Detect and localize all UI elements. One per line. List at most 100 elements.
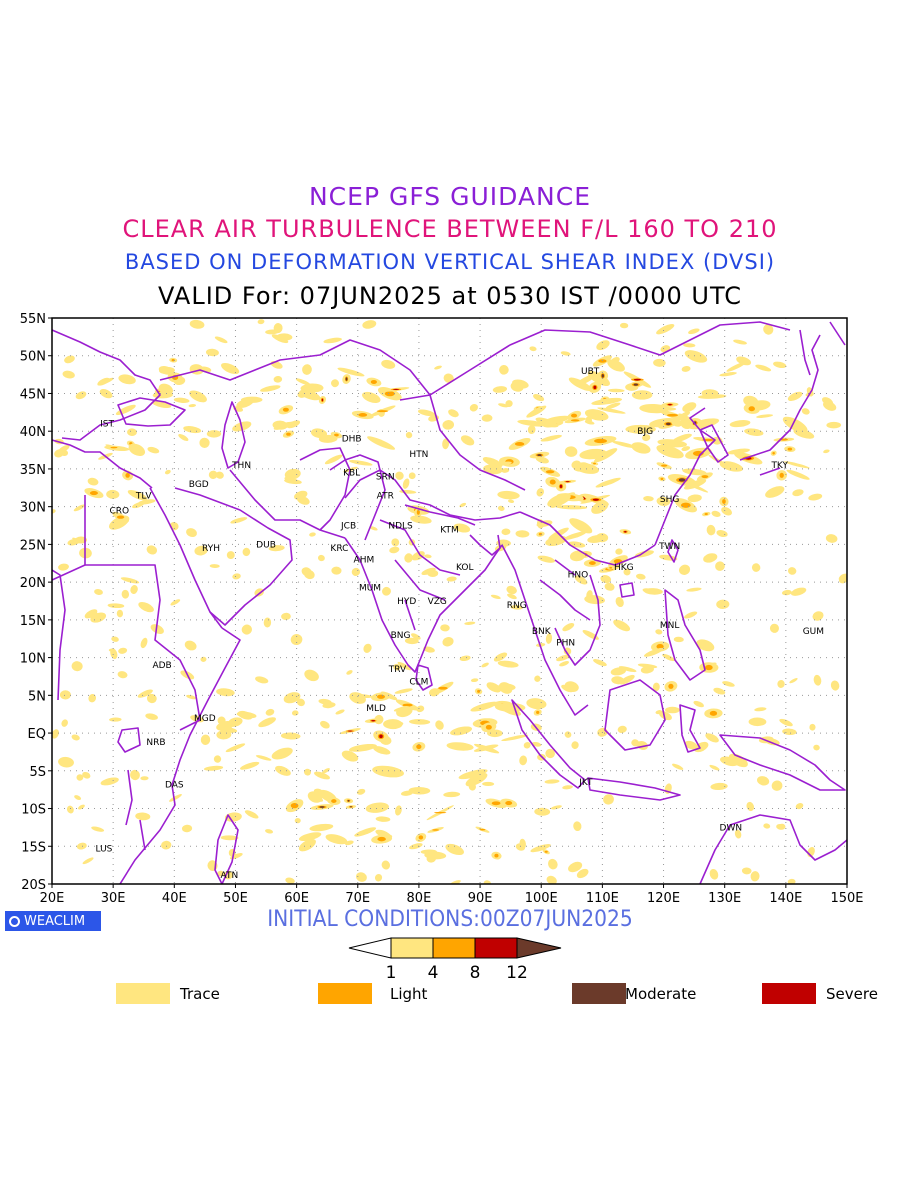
city-label-tky: TKY: [770, 461, 788, 471]
turbulence-trace-patch: [459, 655, 471, 662]
turbulence-trace-patch: [275, 765, 291, 776]
turbulence-trace-patch: [512, 379, 529, 389]
turbulence-trace-patch: [684, 350, 708, 363]
turbulence-trace-patch: [459, 502, 467, 508]
turbulence-trace-patch: [687, 494, 702, 503]
turbulence-light-patch: [282, 407, 289, 412]
legend-swatch-trace: [116, 983, 170, 1004]
turbulence-light-patch: [491, 801, 501, 806]
turbulence-trace-patch: [325, 834, 348, 845]
coast-china-east: [654, 407, 716, 546]
turbulence-trace-patch: [405, 431, 413, 439]
turbulence-trace-patch: [673, 636, 684, 643]
coast-indochina: [501, 544, 589, 716]
turbulence-trace-patch: [782, 416, 808, 433]
turbulence-trace-patch: [147, 446, 160, 454]
turbulence-trace-patch: [506, 585, 517, 595]
turbulence-trace-patch: [226, 551, 235, 560]
turbulence-trace-patch: [584, 420, 595, 425]
colorbar-tick: 8: [470, 963, 481, 983]
turbulence-trace-patch: [783, 461, 810, 469]
city-label-twn: TWN: [658, 542, 680, 552]
turbulence-trace-patch: [118, 374, 136, 385]
turbulence-trace-patch: [545, 748, 555, 759]
turbulence-trace-patch: [540, 434, 562, 442]
philippines: [664, 589, 706, 681]
turbulence-trace-patch: [130, 585, 138, 595]
turbulence-trace-patch: [356, 788, 366, 795]
turbulence-trace-patch: [404, 553, 413, 563]
city-label-mgd: MGD: [194, 714, 216, 724]
turbulence-trace-patch: [186, 694, 197, 700]
city-label-ubt: UBT: [581, 367, 600, 377]
turbulence-trace-patch: [533, 393, 545, 402]
turbulence-trace-patch: [652, 682, 660, 692]
turbulence-trace-patch: [59, 690, 71, 700]
turbulence-trace-patch: [607, 388, 625, 393]
turbulence-trace-patch: [508, 499, 515, 504]
turbulence-trace-patch: [209, 564, 220, 568]
turbulence-trace-patch: [362, 391, 381, 404]
turbulence-trace-patch: [507, 593, 517, 600]
legend-label-moderate: Moderate: [625, 985, 697, 1003]
turbulence-trace-patch: [523, 742, 531, 749]
turbulence-trace-patch: [344, 840, 354, 846]
turbulence-light-patch: [116, 515, 125, 519]
turbulence-trace-patch: [397, 661, 412, 671]
turbulence-severe-patch: [379, 734, 383, 739]
coast-mediterranean: [52, 439, 153, 489]
turbulence-trace-patch: [564, 446, 578, 457]
city-label-ktm: KTM: [440, 525, 458, 535]
turbulence-trace-patch: [655, 710, 663, 715]
turbulence-trace-patch: [88, 693, 97, 703]
turbulence-trace-patch: [569, 550, 586, 562]
city-label-mld: MLD: [366, 704, 386, 714]
turbulence-severe-patch: [347, 799, 350, 802]
turbulence-severe-patch: [593, 385, 597, 390]
turbulence-trace-patch: [395, 471, 404, 480]
turbulence-trace-patch: [118, 647, 128, 654]
turbulence-trace-patch: [230, 517, 248, 524]
turbulence-trace-patch: [283, 692, 301, 704]
lon-tick-label: 150E: [830, 891, 863, 906]
turbulence-trace-patch: [173, 397, 190, 403]
sakhalin-kamchatka: [799, 321, 846, 376]
turbulence-light-patch: [772, 451, 775, 455]
turbulence-trace-patch: [448, 409, 459, 418]
turbulence-trace-patch: [497, 490, 520, 500]
map-frame: [51, 317, 848, 885]
turbulence-trace-patch: [320, 720, 330, 729]
turbulence-trace-patch: [754, 707, 767, 712]
turbulence-trace-patch: [348, 459, 373, 466]
border-mongolia: [429, 321, 791, 396]
turbulence-trace-patch: [536, 488, 544, 497]
turbulence-trace-patch: [591, 500, 609, 514]
turbulence-trace-patch: [58, 756, 74, 768]
turbulence-trace-patch: [52, 729, 59, 739]
turbulence-trace-patch: [591, 397, 623, 406]
turbulence-trace-patch: [446, 742, 474, 751]
turbulence-light-patch: [334, 433, 339, 437]
turbulence-light-patch: [505, 801, 513, 806]
turbulence-trace-patch: [100, 777, 119, 786]
turbulence-trace-patch: [631, 442, 651, 454]
city-label-mum: MUM: [359, 583, 381, 593]
turbulence-trace-patch: [656, 444, 684, 459]
turbulence-light-patch: [594, 438, 607, 444]
turbulence-trace-patch: [373, 746, 391, 755]
turbulence-trace-patch: [813, 674, 822, 686]
turbulence-trace-patch: [200, 656, 207, 662]
turbulence-trace-patch: [189, 390, 207, 403]
city-label-ist: IST: [100, 420, 114, 430]
turbulence-trace-patch: [787, 391, 803, 402]
city-label-gum: GUM: [803, 627, 824, 637]
turbulence-trace-patch: [453, 523, 471, 533]
turbulence-trace-patch: [395, 805, 402, 816]
turbulence-trace-patch: [544, 779, 560, 784]
turbulence-trace-patch: [199, 437, 210, 448]
turbulence-trace-patch: [490, 594, 501, 600]
turbulence-trace-patch: [726, 361, 747, 372]
turbulence-trace-patch: [715, 561, 725, 571]
turbulence-trace-patch: [787, 567, 797, 575]
turbulence-trace-patch: [789, 678, 798, 684]
